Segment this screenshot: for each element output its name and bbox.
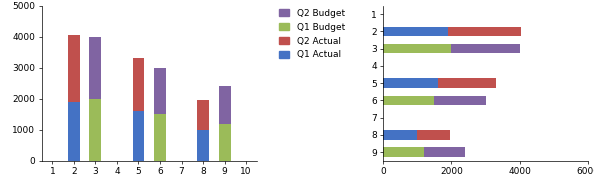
Bar — [383, 148, 424, 157]
Bar — [448, 27, 522, 36]
Bar — [424, 148, 465, 157]
Bar — [417, 130, 450, 140]
Bar — [219, 86, 230, 124]
Bar — [68, 35, 80, 102]
Bar — [154, 114, 166, 161]
Bar — [197, 100, 209, 130]
Bar — [197, 130, 209, 161]
Bar — [132, 58, 144, 111]
Bar — [90, 99, 102, 161]
Bar — [438, 79, 496, 88]
Bar — [90, 37, 102, 99]
Bar — [383, 44, 451, 53]
Bar — [68, 102, 80, 161]
Bar — [132, 111, 144, 161]
Bar — [451, 44, 520, 53]
Bar — [154, 68, 166, 114]
Bar — [434, 96, 485, 105]
Bar — [383, 79, 438, 88]
Bar — [219, 124, 230, 161]
Bar — [383, 130, 417, 140]
Bar — [383, 27, 448, 36]
Legend: Q2 Budget, Q1 Budget, Q2 Actual, Q1 Actual: Q2 Budget, Q1 Budget, Q2 Actual, Q1 Actu… — [279, 9, 345, 59]
Bar — [383, 96, 434, 105]
